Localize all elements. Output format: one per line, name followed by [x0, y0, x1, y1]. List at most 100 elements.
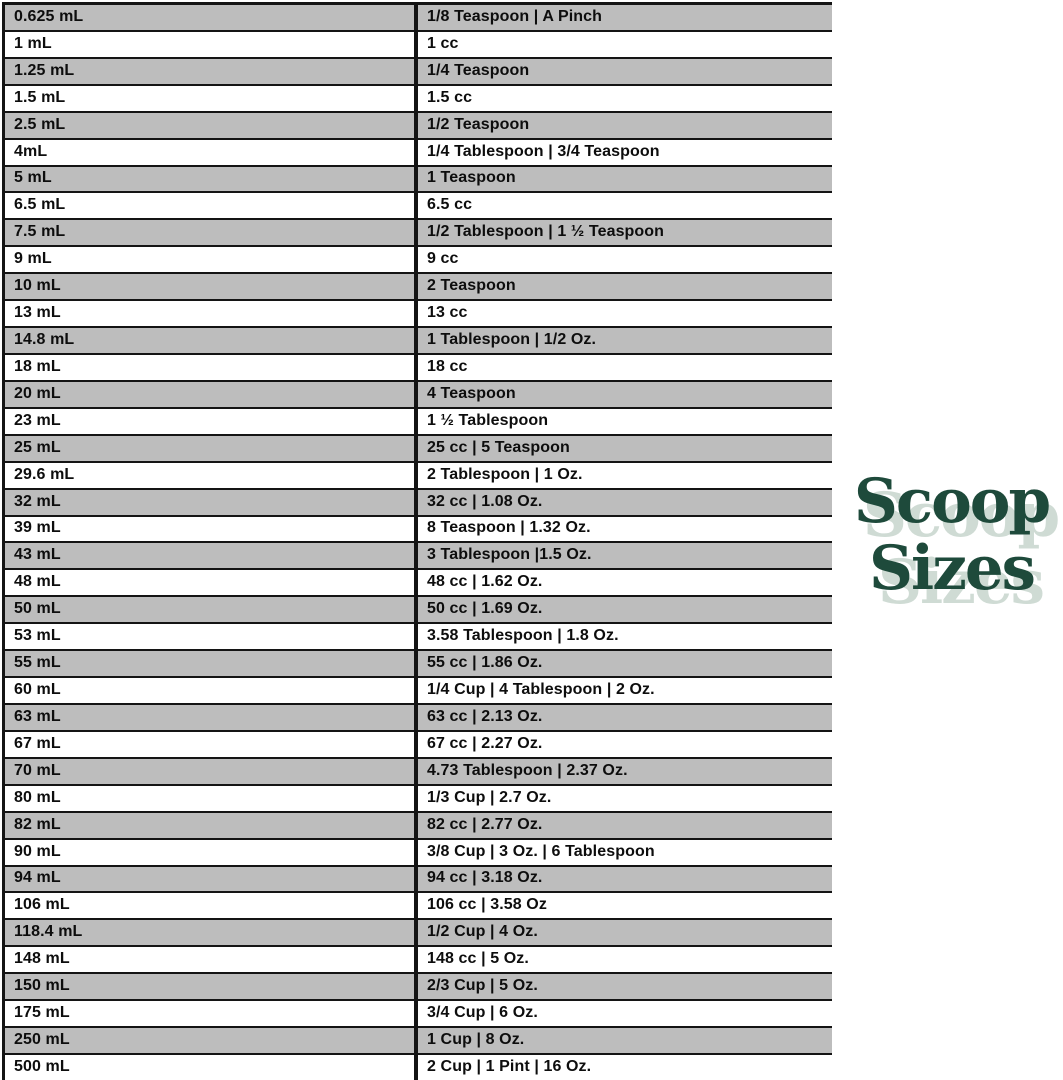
equivalent-cell: 6.5 cc: [427, 196, 473, 214]
table-row: 23 mL 1 ½ Tablespoon: [5, 408, 832, 436]
equivalent-cell: 48 cc | 1.62 Oz.: [427, 573, 543, 591]
equivalent-cell: 1/4 Teaspoon: [427, 61, 530, 79]
milliliter-cell: 94 mL: [5, 866, 418, 892]
milliliter-cell: 2.5 mL: [5, 112, 418, 138]
equivalent-cell: 106 cc | 3.58 Oz: [427, 896, 547, 914]
table-row: 2.5 mL 1/2 Teaspoon: [5, 112, 832, 140]
equivalent-cell: 3.58 Tablespoon | 1.8 Oz.: [427, 627, 619, 645]
table-row: 175 mL 3/4 Cup | 6 Oz.: [5, 1001, 832, 1029]
table-row: 82 mL 82 cc | 2.77 Oz.: [5, 812, 832, 840]
table-row: 18 mL 18 cc: [5, 354, 832, 382]
equivalent-cell: 32 cc | 1.08 Oz.: [427, 492, 543, 510]
table-row: 250 mL 1 Cup | 8 Oz.: [5, 1028, 832, 1055]
table-row: 25 mL 25 cc | 5 Teaspoon: [5, 435, 832, 463]
logo-line-1: Scoop: [853, 466, 1051, 537]
equivalent-cell: 1 Tablespoon | 1/2 Oz.: [427, 331, 597, 349]
table-row: 48 mL 48 cc | 1.62 Oz.: [5, 570, 832, 598]
table-row: 1.5 mL 1.5 cc: [5, 85, 832, 113]
milliliter-cell: 25 mL: [5, 435, 418, 461]
table-row: 7.5 mL 1/2 Tablespoon | 1 ½ Teaspoon: [5, 220, 832, 248]
milliliter-cell: 20 mL: [5, 381, 418, 407]
milliliter-cell: 106 mL: [5, 893, 418, 919]
milliliter-cell: 7.5 mL: [5, 220, 418, 246]
table-row: 1.25 mL 1/4 Teaspoon: [5, 58, 832, 86]
milliliter-cell: 90 mL: [5, 839, 418, 865]
milliliter-cell: 0.625 mL: [5, 5, 418, 30]
milliliter-cell: 1.5 mL: [5, 85, 418, 111]
equivalent-cell: 1 Cup | 8 Oz.: [427, 1030, 525, 1048]
scoop-sizes-logo: Scoop Sizes: [840, 468, 1063, 602]
milliliter-cell: 32 mL: [5, 489, 418, 515]
equivalent-cell: 3/8 Cup | 3 Oz. | 6 Tablespoon: [427, 842, 655, 860]
equivalent-cell: 9 cc: [427, 250, 459, 268]
milliliter-cell: 50 mL: [5, 597, 418, 623]
milliliter-cell: 39 mL: [5, 516, 418, 542]
table-row: 63 mL 63 cc | 2.13 Oz.: [5, 704, 832, 732]
equivalent-cell: 1/2 Teaspoon: [427, 115, 530, 133]
equivalent-cell: 18 cc: [427, 357, 468, 375]
milliliter-cell: 250 mL: [5, 1028, 418, 1053]
table-row: 106 mL 106 cc | 3.58 Oz: [5, 893, 832, 921]
table-row: 29.6 mL 2 Tablespoon | 1 Oz.: [5, 462, 832, 490]
milliliter-cell: 70 mL: [5, 758, 418, 784]
equivalent-cell: 55 cc | 1.86 Oz.: [427, 654, 543, 672]
milliliter-cell: 80 mL: [5, 785, 418, 811]
milliliter-cell: 67 mL: [5, 731, 418, 757]
table-row: 55 mL 55 cc | 1.86 Oz.: [5, 651, 832, 679]
milliliter-cell: 63 mL: [5, 704, 418, 730]
milliliter-cell: 10 mL: [5, 274, 418, 300]
milliliter-cell: 55 mL: [5, 651, 418, 677]
milliliter-cell: 150 mL: [5, 974, 418, 1000]
table-row: 6.5 mL 6.5 cc: [5, 193, 832, 221]
table-row: 53 mL 3.58 Tablespoon | 1.8 Oz.: [5, 624, 832, 652]
milliliter-cell: 9 mL: [5, 247, 418, 273]
table-row: 1 mL 1 cc: [5, 31, 832, 59]
milliliter-cell: 6.5 mL: [5, 193, 418, 219]
equivalent-cell: 94 cc | 3.18 Oz.: [427, 869, 543, 887]
table-row: 70 mL 4.73 Tablespoon | 2.37 Oz.: [5, 758, 832, 786]
table-row: 39 mL 8 Teaspoon | 1.32 Oz.: [5, 516, 832, 544]
milliliter-cell: 29.6 mL: [5, 462, 418, 488]
table-row: 94 mL 94 cc | 3.18 Oz.: [5, 866, 832, 894]
milliliter-cell: 118.4 mL: [5, 920, 418, 946]
milliliter-cell: 1.25 mL: [5, 58, 418, 84]
milliliter-cell: 500 mL: [5, 1054, 418, 1080]
milliliter-cell: 4mL: [5, 139, 418, 165]
table-row: 10 mL 2 Teaspoon: [5, 274, 832, 302]
equivalent-cell: 50 cc | 1.69 Oz.: [427, 600, 543, 618]
equivalent-cell: 13 cc: [427, 304, 468, 322]
milliliter-cell: 60 mL: [5, 678, 418, 703]
table-row: 90 mL 3/8 Cup | 3 Oz. | 6 Tablespoon: [5, 839, 832, 867]
milliliter-cell: 82 mL: [5, 812, 418, 838]
table-row: 14.8 mL 1 Tablespoon | 1/2 Oz.: [5, 328, 832, 355]
equivalent-cell: 1/2 Cup | 4 Oz.: [427, 923, 538, 941]
milliliter-cell: 43 mL: [5, 543, 418, 569]
equivalent-cell: 1 cc: [427, 34, 459, 52]
logo-line-2: Sizes: [868, 533, 1036, 604]
milliliter-cell: 1 mL: [5, 31, 418, 57]
table-row: 9 mL 9 cc: [5, 247, 832, 275]
equivalent-cell: 1 Teaspoon: [427, 169, 516, 187]
equivalent-cell: 1/4 Tablespoon | 3/4 Teaspoon: [427, 142, 660, 160]
table-row: 148 mL 148 cc | 5 Oz.: [5, 947, 832, 975]
table-row: 80 mL 1/3 Cup | 2.7 Oz.: [5, 785, 832, 813]
equivalent-cell: 1/8 Teaspoon | A Pinch: [427, 7, 603, 25]
equivalent-cell: 3/4 Cup | 6 Oz.: [427, 1004, 538, 1022]
equivalent-cell: 1/4 Cup | 4 Tablespoon | 2 Oz.: [427, 681, 655, 698]
equivalent-cell: 2/3 Cup | 5 Oz.: [427, 977, 538, 995]
milliliter-cell: 14.8 mL: [5, 328, 418, 353]
equivalent-cell: 1.5 cc: [427, 88, 473, 106]
table-row: 5 mL 1 Teaspoon: [5, 166, 832, 194]
table-row: 32 mL 32 cc | 1.08 Oz.: [5, 489, 832, 517]
milliliter-cell: 23 mL: [5, 408, 418, 434]
equivalent-cell: 25 cc | 5 Teaspoon: [427, 438, 570, 456]
milliliter-cell: 148 mL: [5, 947, 418, 973]
milliliter-cell: 48 mL: [5, 570, 418, 596]
equivalent-cell: 8 Teaspoon | 1.32 Oz.: [427, 519, 591, 537]
equivalent-cell: 63 cc | 2.13 Oz.: [427, 707, 543, 725]
table-row: 118.4 mL 1/2 Cup | 4 Oz.: [5, 920, 832, 948]
table-row: 13 mL 13 cc: [5, 301, 832, 329]
equivalent-cell: 4.73 Tablespoon | 2.37 Oz.: [427, 761, 628, 779]
milliliter-cell: 175 mL: [5, 1001, 418, 1027]
